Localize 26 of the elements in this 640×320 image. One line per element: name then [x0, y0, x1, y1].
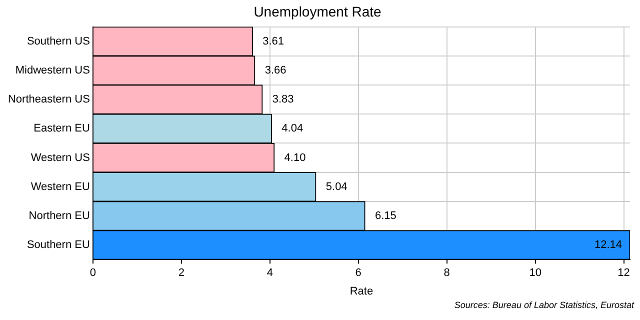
x-tick-label: 2	[178, 267, 184, 280]
y-tick-label: Northeastern US	[8, 94, 90, 106]
chart-title: Unemployment Rate	[254, 3, 382, 20]
data-label: 4.04	[282, 122, 304, 135]
data-label: 3.66	[264, 64, 286, 76]
data-label: 5.04	[326, 180, 348, 193]
y-tick-label: Southern EU	[26, 239, 90, 252]
data-label: 4.10	[284, 152, 306, 164]
data-label: 3.83	[272, 94, 294, 106]
y-tick-label: Western EU	[30, 180, 90, 193]
y-tick-label: Eastern EU	[34, 122, 90, 135]
y-tick-label: Southern US	[26, 35, 90, 48]
x-tick-label: 6	[355, 267, 362, 280]
x-tick-label: 4	[266, 267, 273, 280]
y-tick-label: Northern EU	[28, 210, 90, 222]
y-tick-label: Western US	[30, 152, 90, 164]
source-note: Sources: Bureau of Labor Statistics, Eurostat	[454, 300, 634, 310]
data-label: 3.61	[262, 35, 284, 48]
y-tick-label: Midwestern US	[15, 64, 90, 76]
x-tick-label: 8	[444, 267, 450, 280]
data-label: 6.15	[375, 210, 396, 222]
x-tick-label: 10	[529, 267, 542, 280]
data-label: 12.14	[594, 239, 622, 252]
x-tick-label: 0	[90, 267, 96, 280]
x-tick-label: 12	[618, 267, 630, 280]
x-axis-title: Rate	[350, 285, 374, 298]
